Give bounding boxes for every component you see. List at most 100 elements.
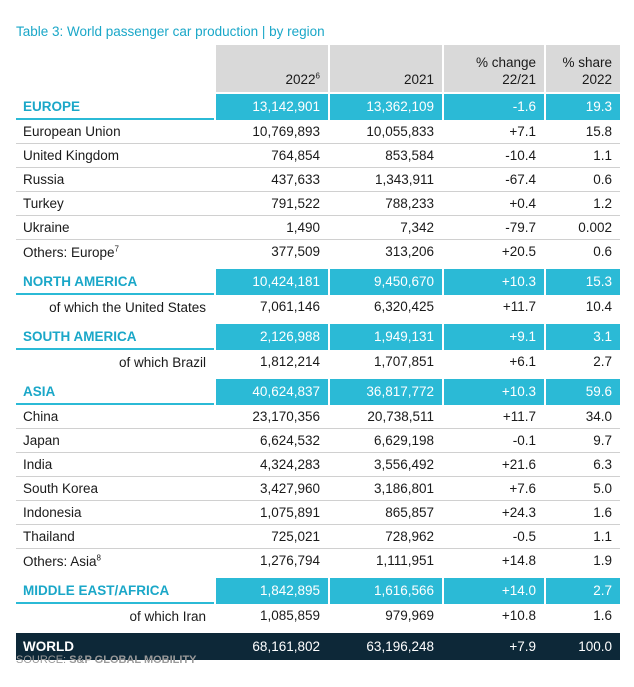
value-2022: 6,624,532 [259,432,320,448]
value-share: 1.1 [593,528,612,544]
table-row: India 4,324,283 3,556,492 +21.6 6.3 [16,453,620,477]
region-row-middle-east-africa: MIDDLE EAST/AFRICA 1,842,895 1,616,566 +… [16,578,620,604]
value-2022: 1,276,794 [259,553,320,568]
footnote-marker: 8 [96,553,101,562]
value-share: 100.0 [578,639,612,654]
region-name: EUROPE [16,94,214,120]
country-name: Ukraine [23,220,70,235]
region-name: NORTH AMERICA [16,269,214,295]
value-2021: 853,584 [385,147,434,163]
value-share: 15.3 [544,269,620,295]
value-2021: 1,616,566 [328,578,442,604]
header-col-2021: 2021 [328,45,442,92]
header-2021-label: 2021 [403,72,434,87]
value-change: +10.3 [442,269,544,295]
header-2022-label: 2022 [285,72,316,87]
country-name: Thailand [23,529,75,544]
value-2022: 10,424,181 [214,269,328,295]
value-2022: 40,624,837 [214,379,328,405]
value-share: 1.6 [593,504,612,520]
value-2021: 9,450,670 [328,269,442,295]
value-change: -67.4 [505,171,536,187]
country-name: Russia [23,172,65,187]
value-2022: 10,769,893 [252,123,320,139]
country-name-text: Others: Asia [23,553,97,569]
value-2022: 1,842,895 [214,578,328,604]
source-label: SOURCE: [16,654,70,666]
value-change: -0.5 [512,528,536,544]
table-row: of which Iran 1,085,859 979,969 +10.8 1.… [16,604,620,628]
value-2022: 1,075,891 [259,504,320,520]
value-share: 59.6 [544,379,620,405]
value-2021: 865,857 [385,504,434,520]
table-row: South Korea 3,427,960 3,186,801 +7.6 5.0 [16,477,620,501]
value-2022: 23,170,356 [252,408,320,424]
region-name: ASIA [16,379,214,405]
value-change: +14.0 [442,578,544,604]
value-change: +21.6 [501,456,536,472]
value-share: 1.9 [593,553,612,568]
country-name: of which Brazil [118,354,206,370]
value-change: +9.1 [442,324,544,350]
value-share: 15.8 [585,123,612,139]
value-2021: 788,233 [385,195,434,211]
value-2022: 791,522 [271,195,320,211]
header-col-share: % share 2022 [544,45,620,92]
value-change: +10.8 [501,608,536,623]
table-row: United Kingdom 764,854 853,584 -10.4 1.1 [16,144,620,168]
value-2021: 63,196,248 [366,639,434,654]
region-row-europe: EUROPE 13,142,901 13,362,109 -1.6 19.3 [16,94,620,120]
header-change-line1: % change [475,55,536,70]
value-2021: 1,343,911 [374,171,434,187]
value-2021: 36,817,772 [328,379,442,405]
country-name: Indonesia [23,505,82,520]
value-change: +10.3 [442,379,544,405]
value-change: +14.8 [501,553,536,568]
value-2021: 6,320,425 [373,299,434,314]
source-note: SOURCE: S&P GLOBAL MOBILITY [16,654,197,666]
country-name: United Kingdom [23,148,120,163]
value-share: 0.6 [593,244,612,259]
country-name: Turkey [23,196,64,211]
value-change: +20.5 [501,244,536,259]
header-2022-footnote: 6 [315,71,320,81]
header-col-2022: 20226 [214,45,328,92]
value-2021: 1,111,951 [375,553,434,568]
value-change: +11.7 [502,299,536,314]
value-2022: 4,324,283 [259,456,320,472]
region-row-south-america: SOUTH AMERICA 2,126,988 1,949,131 +9.1 3… [16,324,620,350]
value-2021: 313,206 [385,244,434,259]
value-change: -10.4 [505,147,536,163]
country-name: European Union [23,124,121,139]
source-name: S&P GLOBAL MOBILITY [69,654,197,666]
region-row-asia: ASIA 40,624,837 36,817,772 +10.3 59.6 [16,379,620,405]
value-2021: 13,362,109 [328,94,442,120]
value-2022: 437,633 [271,171,320,187]
table-row: Japan 6,624,532 6,629,198 -0.1 9.7 [16,429,620,453]
footnote-marker: 7 [114,244,119,253]
value-change: +7.1 [509,123,536,139]
country-name: Others: Europe7 [16,245,214,260]
region-row-north-america: NORTH AMERICA 10,424,181 9,450,670 +10.3… [16,269,620,295]
value-2021: 1,707,851 [373,354,434,369]
value-change: +0.4 [509,195,536,211]
country-name: Japan [23,433,60,448]
value-share: 1.6 [593,608,612,623]
value-change: +11.7 [502,408,536,424]
table-row: Ukraine 1,490 7,342 -79.7 0.002 [16,216,620,240]
production-table: 20226 2021 % change 22/21 % share 2022 E… [16,45,620,660]
value-share: 10.4 [585,299,612,314]
table-row: Indonesia 1,075,891 865,857 +24.3 1.6 [16,501,620,525]
value-2021: 728,962 [385,528,434,544]
value-2022: 764,854 [271,147,320,163]
value-2022: 377,509 [271,244,320,259]
world-total-row: WORLD 68,161,802 63,196,248 +7.9 100.0 [16,633,620,660]
value-change: -0.1 [512,432,536,448]
value-2022: 13,142,901 [214,94,328,120]
value-share: 0.002 [578,219,612,235]
table-row: Thailand 725,021 728,962 -0.5 1.1 [16,525,620,549]
value-change: +7.6 [509,480,536,496]
table-row: Others: Asia8 1,276,794 1,111,951 +14.8 … [16,549,620,573]
value-2022: 1,085,859 [259,608,320,623]
region-name: WORLD [23,639,74,654]
